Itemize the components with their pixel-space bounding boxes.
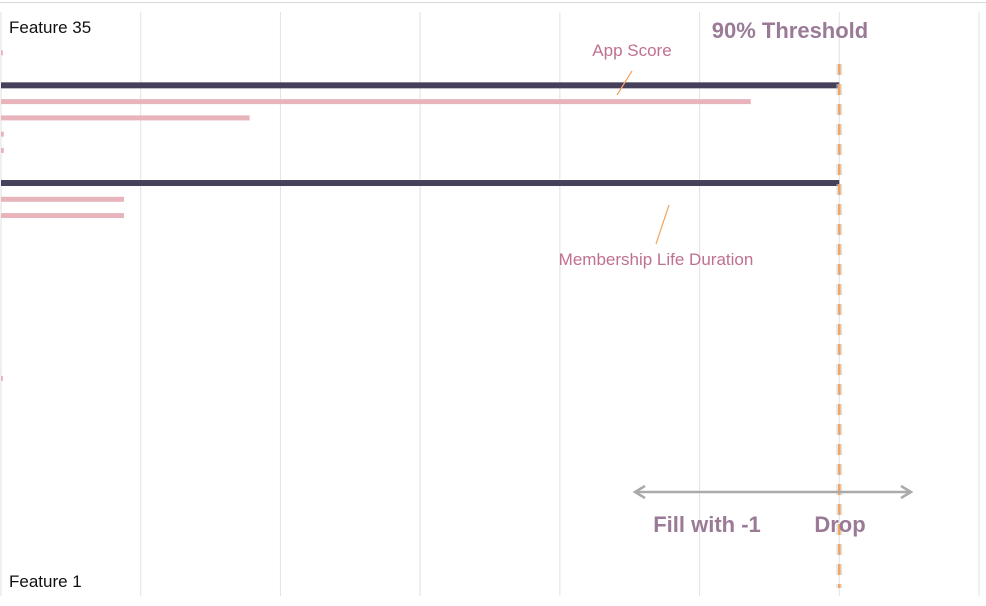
bar-feature-25	[1, 196, 124, 202]
zone-label-fill: Fill with -1	[653, 512, 761, 537]
bar-feature-14	[1, 375, 3, 381]
threshold-label: 90% Threshold	[712, 18, 868, 43]
callout-leader-bottom	[655, 204, 670, 245]
zone-label-drop: Drop	[814, 512, 865, 537]
bar-feature-34	[1, 50, 3, 56]
bar-feature-28	[1, 147, 4, 153]
bar-feature-26	[1, 180, 840, 187]
arrow-left-icon	[632, 484, 646, 500]
feature-label-top: Feature 35	[9, 18, 91, 37]
bar-feature-32	[1, 82, 840, 89]
arrow-right-icon	[900, 484, 914, 500]
bar-feature-30	[1, 115, 250, 121]
zone-arrow	[632, 484, 914, 500]
bar-feature-24	[1, 213, 124, 219]
feature-label-bottom: Feature 1	[9, 572, 82, 591]
callout-membership-life-duration: Membership Life Duration	[559, 250, 754, 269]
bars-group	[1, 50, 840, 381]
bar-feature-31	[1, 99, 751, 105]
callout-leader-top	[616, 70, 633, 96]
callout-app-score: App Score	[592, 41, 671, 60]
gridlines	[0, 12, 980, 596]
bar-feature-29	[1, 131, 4, 137]
